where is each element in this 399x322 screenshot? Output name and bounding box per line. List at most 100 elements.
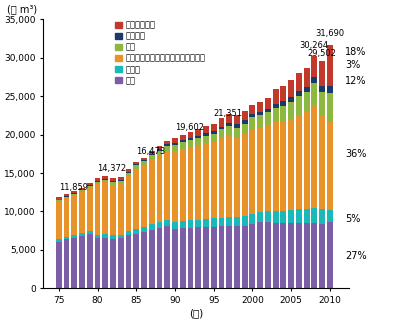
Text: 3%: 3% — [345, 60, 361, 70]
Bar — [164, 146, 170, 151]
Bar — [203, 219, 209, 227]
Bar — [180, 135, 186, 140]
Bar — [180, 140, 186, 142]
Bar — [141, 161, 147, 165]
Bar — [257, 128, 263, 212]
Bar — [273, 122, 279, 211]
Bar — [288, 119, 294, 211]
Bar — [304, 223, 310, 289]
Bar — [203, 227, 209, 289]
Bar — [265, 99, 271, 109]
Bar — [257, 212, 263, 222]
Bar — [319, 224, 325, 289]
Bar — [149, 224, 155, 230]
Bar — [211, 124, 217, 131]
Bar — [280, 211, 286, 223]
Bar — [319, 209, 325, 224]
Bar — [172, 223, 178, 229]
Bar — [242, 111, 247, 120]
Bar — [133, 165, 139, 169]
Bar — [203, 136, 209, 143]
Bar — [296, 223, 302, 289]
Bar — [219, 127, 224, 129]
Bar — [188, 132, 194, 138]
Bar — [87, 186, 93, 187]
Bar — [226, 226, 232, 289]
Bar — [195, 145, 201, 220]
Bar — [149, 160, 155, 224]
Bar — [280, 106, 286, 121]
Bar — [273, 108, 279, 122]
Bar — [126, 173, 131, 176]
Text: 36%: 36% — [345, 149, 367, 159]
Bar — [288, 223, 294, 289]
Bar — [95, 178, 101, 181]
Bar — [304, 92, 310, 112]
Bar — [79, 188, 85, 190]
Bar — [234, 124, 240, 128]
Bar — [156, 228, 162, 289]
Bar — [71, 191, 77, 193]
Bar — [172, 145, 178, 151]
Bar — [79, 233, 85, 236]
Bar — [95, 238, 101, 289]
Bar — [219, 226, 224, 289]
Bar — [180, 228, 186, 289]
Bar — [63, 194, 69, 196]
Bar — [149, 154, 155, 155]
Bar — [312, 105, 317, 208]
Bar — [226, 136, 232, 217]
Bar — [63, 198, 69, 237]
Bar — [164, 226, 170, 289]
Bar — [156, 149, 162, 151]
Bar — [280, 121, 286, 211]
Bar — [319, 86, 325, 92]
Bar — [219, 217, 224, 226]
Bar — [242, 216, 247, 226]
Bar — [141, 160, 147, 161]
Bar — [56, 239, 62, 242]
Bar — [87, 185, 93, 186]
Bar — [296, 91, 302, 96]
Bar — [327, 122, 333, 210]
Bar — [211, 142, 217, 218]
Bar — [296, 96, 302, 115]
Bar — [319, 115, 325, 209]
Bar — [110, 185, 116, 235]
Bar — [296, 115, 302, 209]
Text: 21,351: 21,351 — [214, 109, 243, 118]
Bar — [219, 118, 224, 127]
Bar — [242, 124, 247, 135]
Bar — [172, 229, 178, 289]
Bar — [95, 234, 101, 238]
Bar — [180, 221, 186, 228]
Bar — [56, 200, 62, 202]
Bar — [288, 80, 294, 98]
Bar — [110, 235, 116, 239]
Bar — [103, 234, 108, 238]
Text: 18%: 18% — [345, 47, 367, 57]
Bar — [273, 223, 279, 289]
Bar — [56, 197, 62, 200]
Bar — [226, 123, 232, 126]
Bar — [219, 138, 224, 217]
Bar — [141, 157, 147, 160]
Bar — [71, 193, 77, 194]
Bar — [312, 208, 317, 223]
Bar — [172, 143, 178, 145]
Bar — [63, 239, 69, 289]
Bar — [288, 211, 294, 223]
Bar — [234, 217, 240, 226]
Bar — [156, 156, 162, 222]
Text: 12%: 12% — [345, 76, 367, 86]
Bar — [188, 140, 194, 147]
Bar — [265, 125, 271, 211]
Bar — [273, 104, 279, 108]
Bar — [226, 217, 232, 226]
Bar — [133, 229, 139, 234]
Bar — [304, 68, 310, 87]
Text: 31,690: 31,690 — [315, 29, 344, 38]
Bar — [195, 227, 201, 289]
Bar — [87, 183, 93, 185]
Bar — [249, 105, 255, 114]
